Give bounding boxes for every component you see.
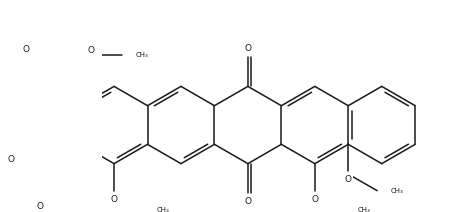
Text: O: O [110,195,117,204]
Text: O: O [244,44,251,53]
Text: O: O [244,197,251,206]
Text: O: O [36,202,43,211]
Text: CH₃: CH₃ [390,188,403,194]
Text: O: O [88,46,95,55]
Text: O: O [344,175,351,184]
Text: O: O [8,155,15,164]
Text: O: O [311,195,318,204]
Text: CH₃: CH₃ [136,52,148,58]
Text: CH₃: CH₃ [156,207,169,212]
Text: CH₃: CH₃ [357,207,369,212]
Text: O: O [22,45,30,54]
